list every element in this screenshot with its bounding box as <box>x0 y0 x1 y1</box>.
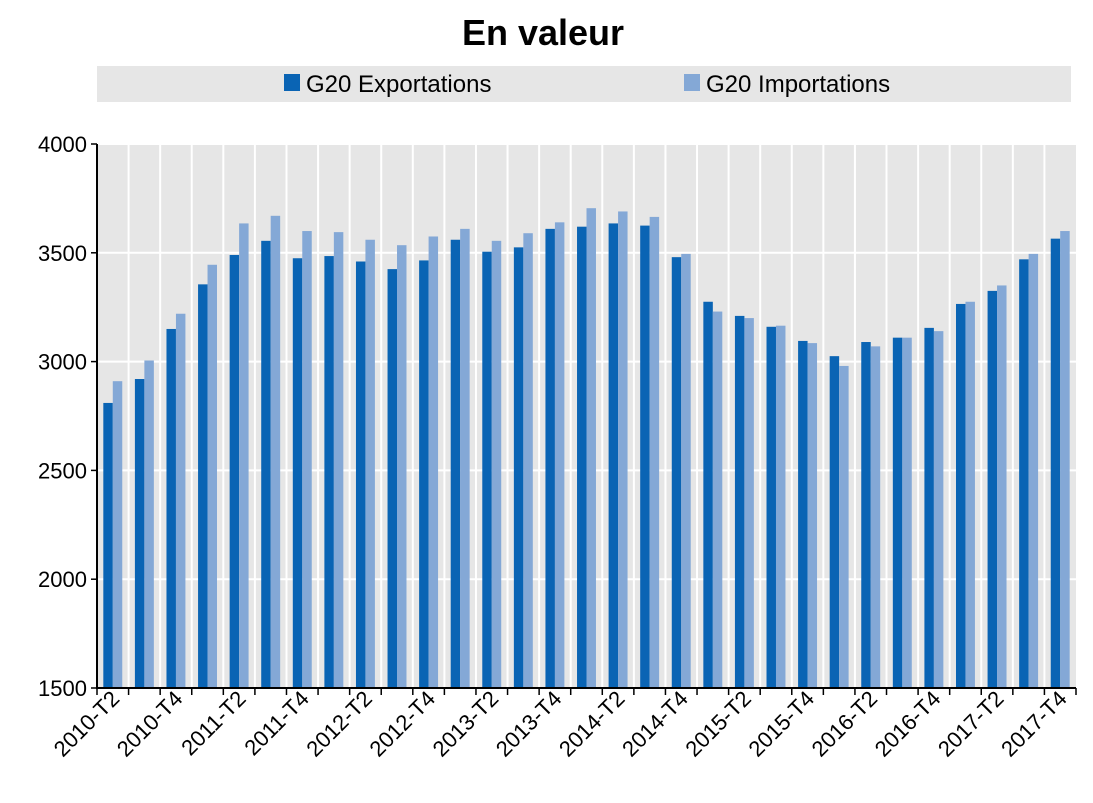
bar-imports <box>270 215 281 689</box>
legend-label-imports: G20 Importations <box>706 71 890 98</box>
bar-exports <box>261 240 271 688</box>
bar-exports <box>450 239 461 688</box>
bar-imports <box>965 301 975 688</box>
x-tick-label: 2011-T4 <box>239 686 313 760</box>
y-tick-label: 1500 <box>38 676 87 701</box>
bar-exports <box>419 260 429 688</box>
x-tick-label: 2015-T4 <box>743 686 819 762</box>
bar-imports <box>365 239 375 688</box>
bar-imports <box>807 343 818 688</box>
bar-exports <box>861 342 871 688</box>
bar-imports <box>997 285 1007 688</box>
bar-exports <box>577 226 587 689</box>
y-tick-label: 3500 <box>38 241 87 266</box>
bar-exports <box>892 337 903 688</box>
x-tick-label: 2012-T2 <box>301 686 377 762</box>
bar-exports <box>387 269 398 688</box>
bar-imports <box>839 365 849 688</box>
bar-imports <box>302 231 312 689</box>
bar-exports <box>103 402 113 688</box>
legend-swatch-exports <box>284 74 300 91</box>
x-tick-label: 2017-T2 <box>933 686 1009 762</box>
gridlines <box>97 143 1076 688</box>
x-axis: 2010-T22010-T42011-T22011-T42012-T22012-… <box>49 686 1077 762</box>
x-tick-label: 2016-T2 <box>807 686 883 762</box>
bar-exports <box>987 290 998 688</box>
x-tick-label: 2015-T2 <box>680 686 756 762</box>
bar-exports <box>198 284 208 688</box>
bar-imports <box>775 325 786 688</box>
bar-imports <box>460 228 470 688</box>
bar-exports <box>955 303 966 688</box>
bar-imports <box>586 208 596 688</box>
y-tick-label: 2000 <box>38 567 87 592</box>
bar-exports <box>671 257 682 688</box>
x-tick-label: 2014-T2 <box>554 686 630 762</box>
bar-exports <box>482 251 492 688</box>
bars <box>103 208 1070 689</box>
x-tick-label: 2013-T2 <box>428 686 504 762</box>
bar-imports <box>744 318 754 688</box>
bar-imports <box>491 240 502 688</box>
legend: G20 Exportations G20 Importations <box>97 66 1071 102</box>
bar-exports <box>640 225 650 688</box>
x-tick-label: 2013-T4 <box>491 686 567 762</box>
x-tick-label: 2016-T4 <box>870 686 946 762</box>
bar-exports <box>545 228 555 688</box>
bar-imports <box>1028 253 1039 688</box>
bar-imports <box>649 216 660 688</box>
y-tick-label: 3000 <box>38 350 87 375</box>
bar-imports <box>933 331 944 688</box>
bar-imports <box>144 360 154 688</box>
legend-swatch-imports <box>684 74 700 91</box>
bar-exports <box>229 254 240 688</box>
x-tick-label: 2011-T2 <box>176 686 250 760</box>
bar-exports <box>1019 259 1029 688</box>
bar-exports <box>513 247 524 689</box>
bar-imports <box>333 232 344 689</box>
bar-exports <box>355 261 366 688</box>
bar-exports <box>829 356 840 688</box>
y-axis: 1500 2000 2500 3000 3500 4000 <box>38 132 97 701</box>
bar-exports <box>134 379 145 688</box>
bar-imports <box>712 311 723 688</box>
legend-label-exports: G20 Exportations <box>306 71 491 98</box>
bar-exports <box>292 258 303 688</box>
bar-exports <box>766 326 776 688</box>
bar-imports <box>239 223 249 688</box>
bar-imports <box>112 381 123 688</box>
bar-imports <box>428 236 439 689</box>
bar-exports <box>924 327 934 688</box>
bar-imports <box>1060 231 1070 689</box>
x-tick-label: 2014-T4 <box>617 686 693 762</box>
y-tick-label: 4000 <box>38 132 87 157</box>
bar-imports <box>554 222 565 688</box>
bar-imports <box>397 245 407 688</box>
x-tick-label: 2012-T4 <box>365 686 441 762</box>
bar-exports <box>734 315 745 688</box>
x-tick-label: 2010-T4 <box>112 686 188 762</box>
bar-exports <box>608 223 619 688</box>
bar-imports <box>175 313 186 688</box>
bar-exports <box>703 301 713 688</box>
bar-imports <box>902 337 912 688</box>
bar-imports <box>870 346 881 688</box>
bar-imports <box>207 264 218 688</box>
bar-exports <box>1050 238 1061 688</box>
y-tick-label: 2500 <box>38 458 87 483</box>
chart-title: En valeur <box>462 12 624 53</box>
legend-background <box>97 66 1071 102</box>
bar-imports <box>523 233 533 688</box>
bar-imports <box>618 211 628 688</box>
bar-exports <box>166 328 176 688</box>
x-tick-label: 2017-T4 <box>996 686 1072 762</box>
bar-exports <box>324 256 334 688</box>
bar-exports <box>798 340 808 688</box>
bar-imports <box>681 253 691 688</box>
